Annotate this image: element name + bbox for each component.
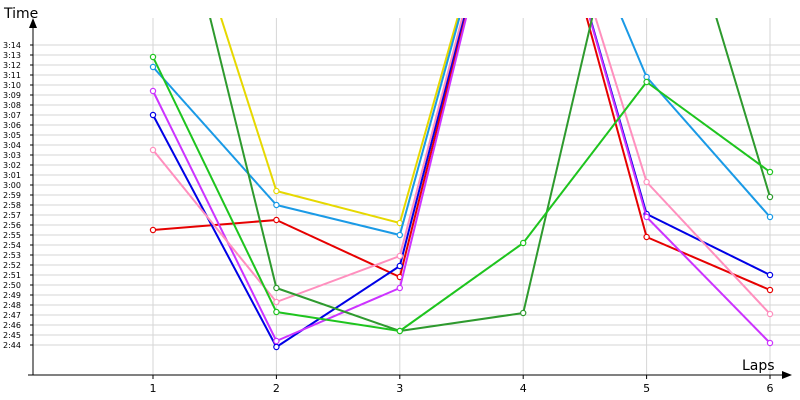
data-point xyxy=(149,53,157,61)
x-tick-label: 4 xyxy=(520,382,527,395)
data-point xyxy=(396,252,403,260)
series-line xyxy=(152,56,771,332)
x-tick-labels: 1 2 3 4 5 6 xyxy=(150,375,774,395)
series xyxy=(149,18,774,351)
series-line xyxy=(152,18,771,348)
series-line xyxy=(152,18,771,236)
series-8 xyxy=(149,53,774,335)
data-point xyxy=(273,216,280,224)
y-tick-label: 3:02 xyxy=(3,161,21,170)
y-tick-label: 2:59 xyxy=(3,191,21,200)
y-tick-label: 2:53 xyxy=(3,251,21,260)
y-tick-label: 2:46 xyxy=(3,321,21,330)
data-point xyxy=(149,63,157,71)
series-4 xyxy=(149,18,774,351)
data-point xyxy=(149,226,157,234)
series-3 xyxy=(149,18,774,294)
y-tick-label: 2:48 xyxy=(3,301,21,310)
y-tick-label: 3:03 xyxy=(3,151,21,160)
data-point xyxy=(766,271,774,279)
data-point xyxy=(273,337,280,345)
data-point xyxy=(273,308,280,316)
data-point xyxy=(766,168,774,176)
y-tick-label: 3:08 xyxy=(3,101,21,110)
series-1 xyxy=(220,18,459,227)
series-line xyxy=(152,18,771,344)
data-point xyxy=(643,178,650,186)
x-tick-label: 5 xyxy=(643,382,650,395)
y-tick-label: 3:09 xyxy=(3,91,21,100)
x-axis-title: Laps xyxy=(742,358,775,374)
y-tick-label: 2:44 xyxy=(3,341,21,350)
series-6 xyxy=(149,18,774,318)
y-tick-label: 3:01 xyxy=(3,171,21,180)
y-tick-label: 2:58 xyxy=(3,201,21,210)
data-point xyxy=(766,286,774,294)
data-point xyxy=(396,284,403,292)
x-tick-label: 1 xyxy=(150,382,157,395)
data-point xyxy=(396,262,403,270)
y-tick-label: 2:50 xyxy=(3,281,21,290)
y-tick-label: 3:13 xyxy=(3,51,21,60)
y-axis-arrow xyxy=(29,18,37,28)
data-point xyxy=(273,284,280,292)
data-point xyxy=(273,201,280,209)
data-point xyxy=(396,327,403,335)
data-point xyxy=(149,87,157,95)
series-5 xyxy=(149,18,774,347)
data-point xyxy=(149,146,157,154)
data-point xyxy=(766,310,774,318)
y-tick-label: 3:14 xyxy=(3,41,21,50)
y-tick-label: 2:49 xyxy=(3,291,21,300)
y-tick-label: 3:00 xyxy=(3,181,21,190)
series-line xyxy=(152,18,771,315)
y-tick-label: 2:52 xyxy=(3,261,21,270)
x-axis-arrow xyxy=(782,371,792,379)
x-tick-label: 6 xyxy=(767,382,774,395)
series-line xyxy=(152,18,771,291)
data-point xyxy=(643,78,650,86)
y-tick-label: 3:06 xyxy=(3,121,21,130)
data-point xyxy=(643,213,650,221)
data-point xyxy=(643,233,650,241)
y-tick-label: 2:56 xyxy=(3,221,21,230)
y-tick-label: 3:07 xyxy=(3,111,21,120)
y-tick-label: 2:45 xyxy=(3,331,21,340)
y-tick-label: 3:11 xyxy=(3,71,21,80)
series-line xyxy=(220,18,459,224)
y-tick-label: 3:05 xyxy=(3,131,21,140)
data-point xyxy=(273,187,280,195)
y-tick-label: 2:55 xyxy=(3,231,21,240)
y-tick-labels: 2:442:452:462:472:482:492:502:512:522:53… xyxy=(3,41,33,350)
x-tick-label: 3 xyxy=(396,382,403,395)
data-point xyxy=(520,309,527,317)
data-point xyxy=(149,111,157,119)
y-tick-label: 2:57 xyxy=(3,211,21,220)
data-point xyxy=(766,193,774,201)
data-point xyxy=(766,213,774,221)
data-point xyxy=(766,339,774,347)
y-tick-label: 3:04 xyxy=(3,141,21,150)
y-tick-label: 2:54 xyxy=(3,241,21,250)
y-tick-label: 2:51 xyxy=(3,271,21,280)
data-point xyxy=(273,298,280,306)
grid xyxy=(33,18,800,375)
series-2 xyxy=(149,18,774,239)
y-tick-label: 3:12 xyxy=(3,61,21,70)
series-line xyxy=(209,18,771,332)
data-point xyxy=(396,231,403,239)
axes: Time Laps xyxy=(3,6,792,379)
data-point xyxy=(520,239,527,247)
y-axis-title: Time xyxy=(3,6,38,22)
y-tick-label: 3:10 xyxy=(3,81,21,90)
x-tick-label: 2 xyxy=(273,382,280,395)
data-point xyxy=(273,343,280,351)
y-tick-label: 2:47 xyxy=(3,311,21,320)
